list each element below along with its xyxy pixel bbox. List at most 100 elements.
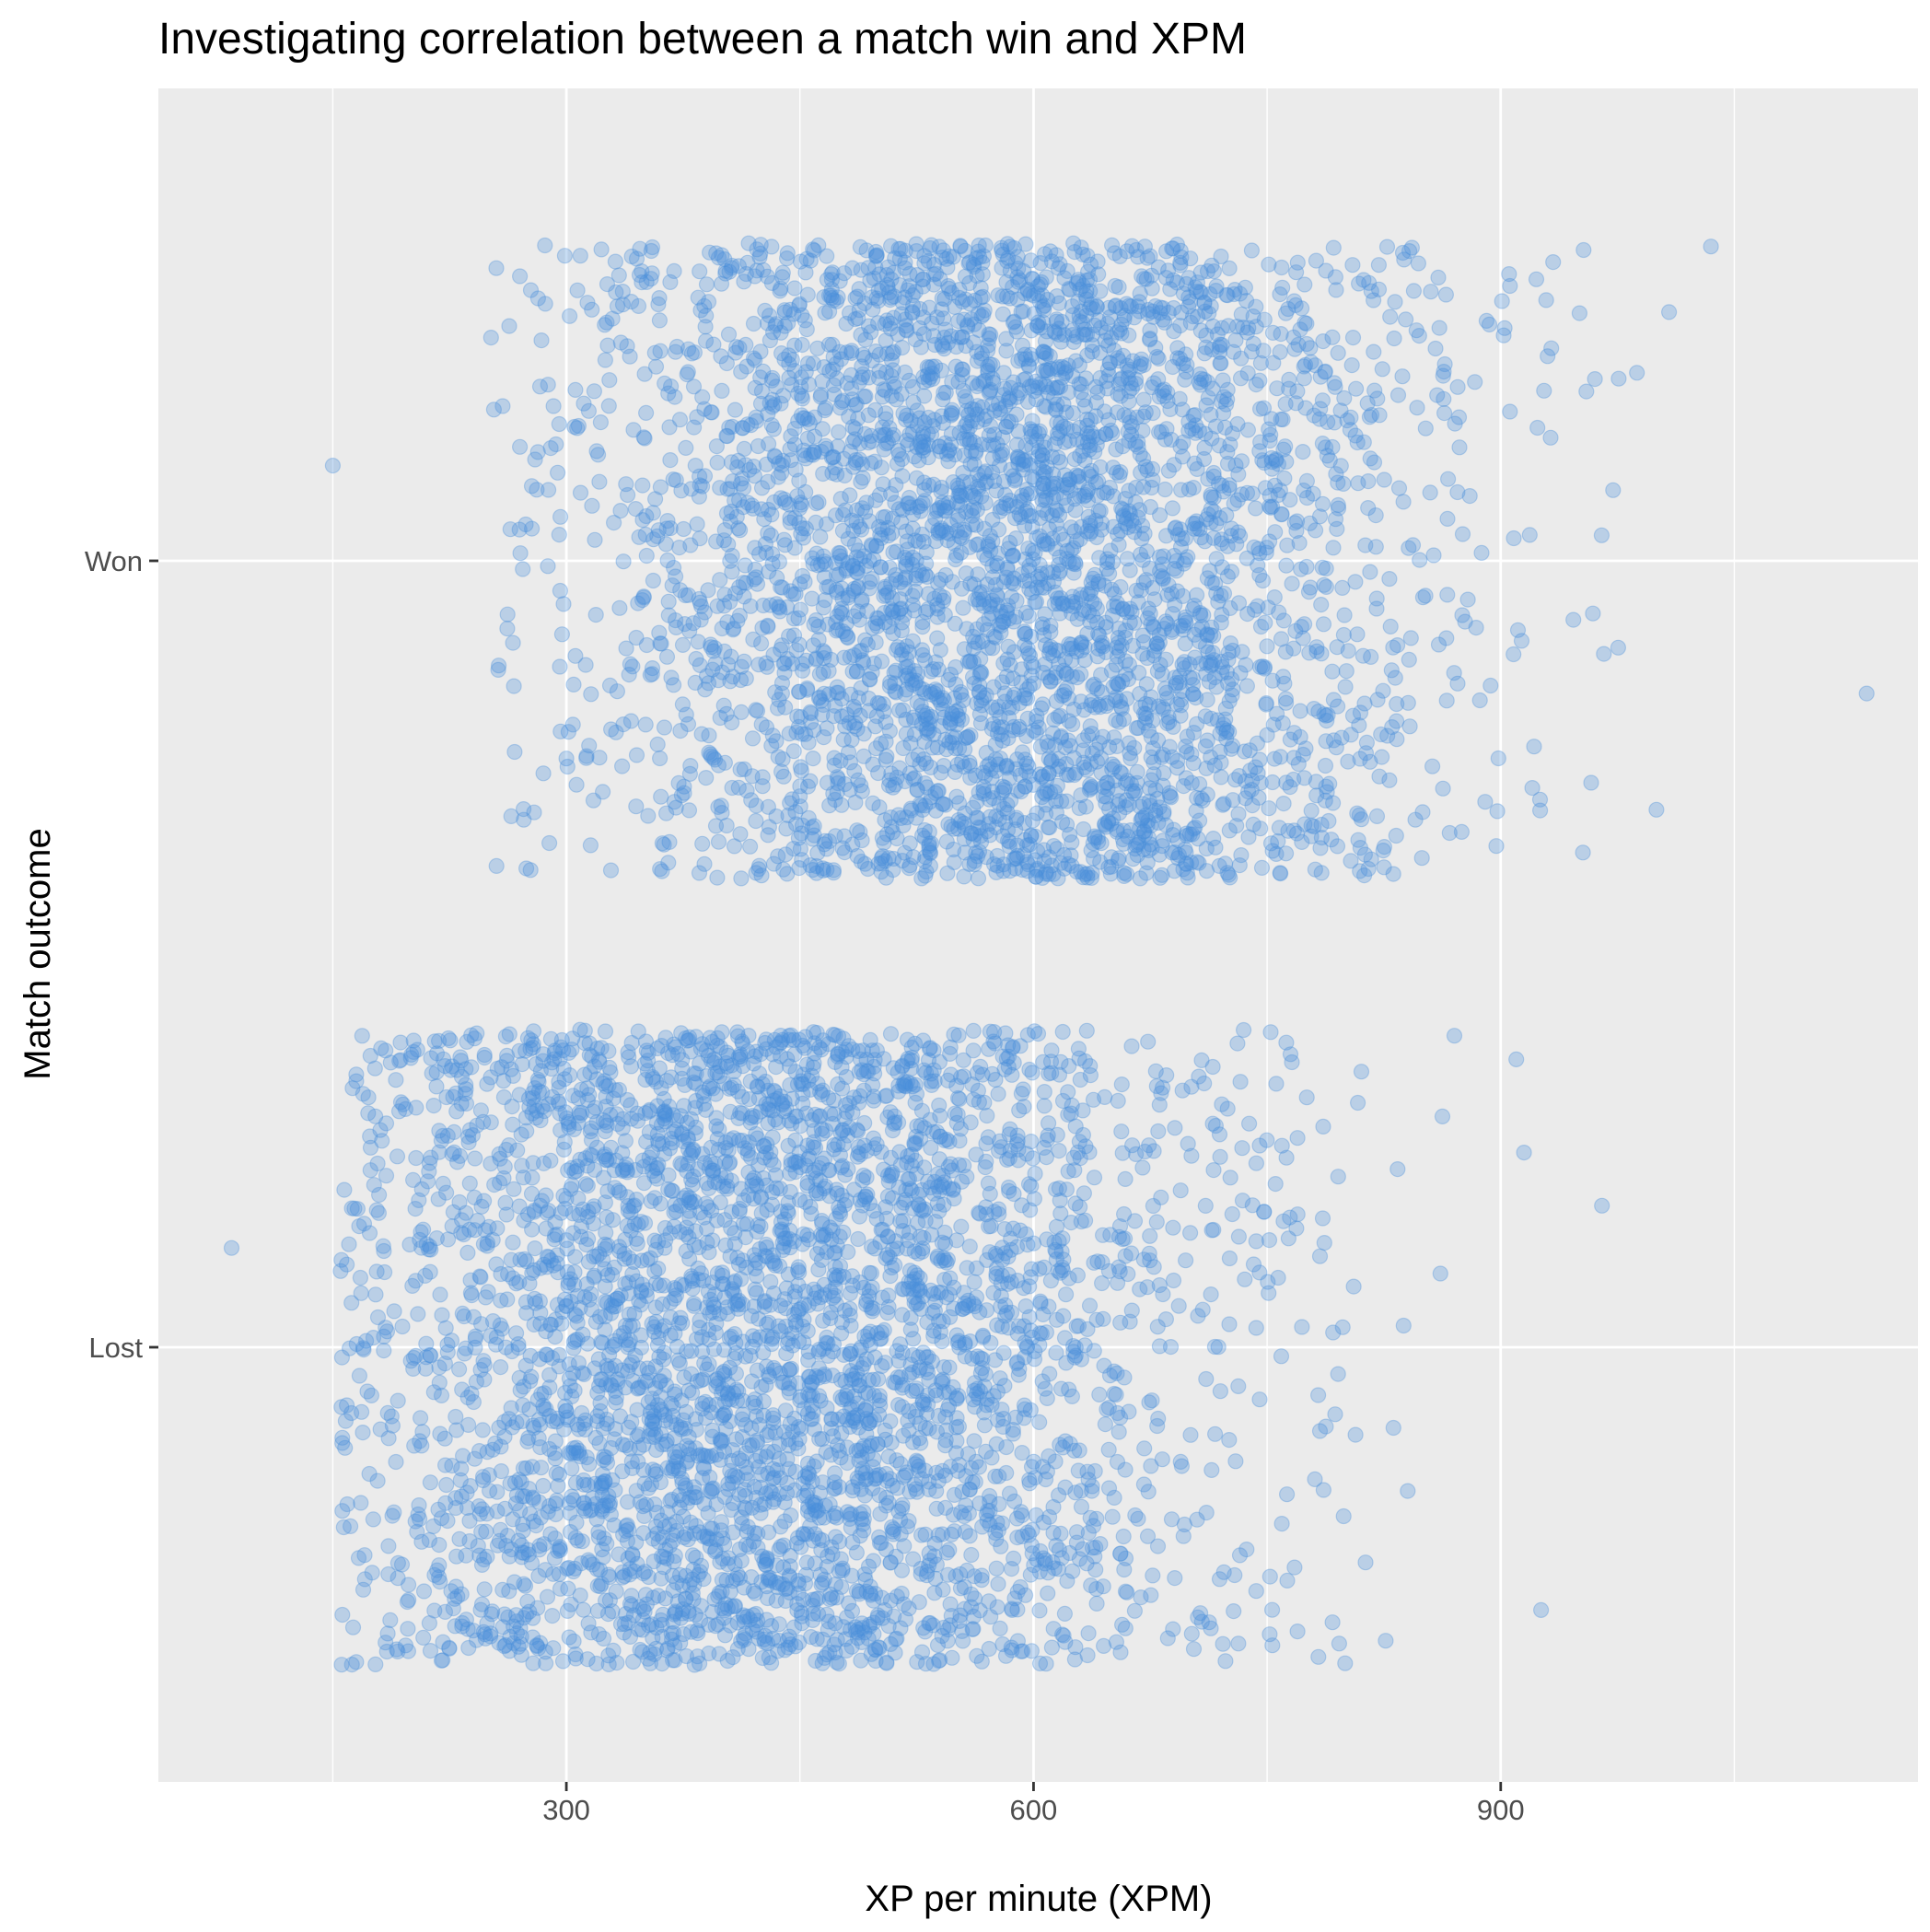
data-point	[817, 402, 833, 419]
data-point	[1155, 699, 1171, 716]
data-point	[658, 648, 676, 665]
data-point	[902, 735, 919, 751]
data-point	[615, 553, 632, 570]
data-point	[1531, 802, 1549, 819]
chart-title: Investigating correlation between a matc…	[158, 15, 1247, 64]
data-point	[1171, 350, 1189, 367]
data-point	[1126, 524, 1143, 541]
data-point	[855, 654, 872, 671]
data-point	[867, 634, 884, 651]
data-point	[1004, 548, 1020, 564]
data-point	[1191, 812, 1208, 829]
data-point	[900, 282, 916, 298]
data-point	[913, 503, 929, 519]
data-point	[1203, 514, 1219, 531]
data-point	[1250, 598, 1266, 614]
data-point	[1199, 692, 1215, 708]
data-point	[901, 499, 919, 516]
data-point	[1295, 444, 1311, 460]
major-gridlines	[158, 88, 1918, 1782]
data-point	[584, 497, 600, 514]
data-point	[759, 315, 776, 332]
data-point	[869, 694, 886, 711]
data-point	[1362, 564, 1378, 580]
data-point	[727, 402, 744, 418]
data-point	[569, 282, 586, 298]
data-point	[1297, 400, 1314, 416]
data-point	[1285, 329, 1302, 345]
data-point	[1325, 239, 1342, 256]
data-point	[1296, 616, 1313, 633]
data-point	[1155, 832, 1171, 849]
data-point	[918, 721, 935, 738]
data-point	[1054, 595, 1071, 611]
data-point	[797, 264, 814, 281]
data-point	[787, 804, 804, 821]
data-point	[488, 260, 505, 276]
data-point	[1451, 439, 1468, 456]
data-point	[1184, 600, 1202, 618]
data-point	[1355, 867, 1373, 884]
data-point	[730, 779, 747, 796]
data-point	[847, 311, 864, 328]
data-point	[1064, 367, 1081, 384]
data-point	[400, 1621, 416, 1637]
data-point	[1020, 758, 1037, 775]
data-point	[1187, 515, 1203, 532]
data-point	[1449, 378, 1466, 395]
data-point	[1605, 482, 1622, 498]
data-point	[935, 391, 951, 408]
data-point	[1178, 770, 1194, 786]
data-point	[634, 511, 651, 529]
data-point	[1610, 370, 1627, 387]
data-point	[786, 280, 803, 297]
data-point	[665, 677, 682, 693]
data-point	[680, 716, 697, 733]
data-point	[1223, 520, 1240, 537]
data-point	[567, 381, 584, 398]
data-point	[1248, 298, 1264, 315]
data-point	[566, 418, 583, 436]
data-point	[760, 501, 777, 518]
data-point	[1154, 838, 1170, 855]
data-point	[915, 326, 933, 343]
data-point	[1104, 761, 1121, 778]
data-point	[1180, 298, 1197, 315]
data-point	[505, 634, 521, 651]
data-point	[926, 412, 943, 428]
data-point	[814, 860, 831, 877]
data-point	[1062, 471, 1078, 488]
data-point	[1097, 332, 1113, 349]
data-point	[897, 364, 913, 380]
data-point	[1583, 774, 1599, 791]
data-point	[1218, 722, 1236, 739]
data-point	[1330, 344, 1346, 361]
data-point	[1276, 675, 1293, 692]
data-point	[600, 398, 617, 414]
data-point	[1003, 1560, 1020, 1577]
data-point	[597, 352, 614, 368]
data-point	[810, 494, 827, 510]
data-point	[839, 375, 855, 391]
data-point	[1221, 477, 1238, 494]
data-point	[1575, 844, 1591, 861]
data-point	[984, 511, 1001, 529]
data-point	[1034, 480, 1051, 496]
data-point	[972, 650, 989, 668]
data-point	[653, 788, 669, 805]
data-point	[901, 278, 918, 295]
data-point	[591, 750, 608, 766]
data-point	[1211, 437, 1227, 454]
data-point	[790, 718, 808, 736]
data-point	[601, 677, 619, 694]
data-point	[804, 550, 820, 566]
data-point	[966, 856, 982, 873]
data-point	[899, 541, 916, 558]
data-point	[1376, 471, 1392, 488]
data-point	[924, 358, 941, 375]
data-point	[1286, 515, 1303, 531]
data-point	[849, 822, 866, 839]
data-point	[885, 861, 901, 879]
data-point	[941, 525, 958, 542]
data-point	[572, 484, 589, 501]
